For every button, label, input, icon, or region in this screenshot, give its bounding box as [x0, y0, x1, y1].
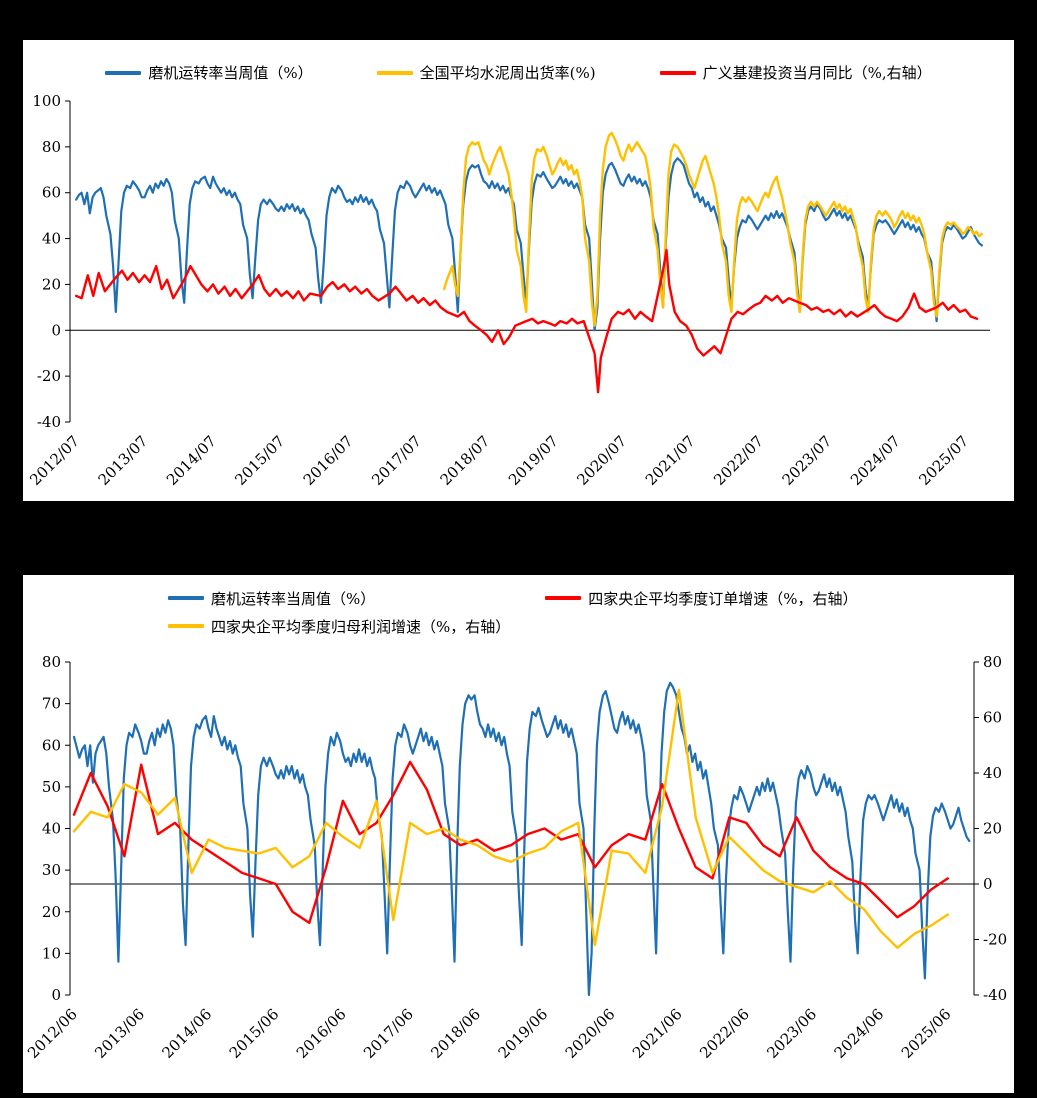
svg-text:2025/06: 2025/06 [898, 1005, 955, 1062]
yellow-line-swatch-icon [168, 624, 204, 628]
svg-text:10: 10 [42, 944, 61, 962]
legend-item-mill-rate-2: 磨机运转率当周值（%） [168, 588, 375, 609]
legend-row-1: 磨机运转率当周值（%） 四家央企平均季度订单增速（%，右轴） [23, 587, 1014, 609]
svg-text:60: 60 [42, 736, 61, 754]
svg-text:20: 20 [42, 903, 61, 921]
legend-item-profit-growth: 四家央企平均季度归母利润增速（%，右轴） [168, 616, 510, 637]
svg-text:-20: -20 [983, 931, 1007, 949]
svg-text:70: 70 [42, 695, 61, 713]
blue-line-swatch-icon [168, 596, 204, 600]
svg-text:80: 80 [983, 653, 1002, 671]
svg-text:80: 80 [42, 138, 61, 156]
svg-text:2015/07: 2015/07 [231, 432, 288, 489]
svg-text:-20: -20 [37, 367, 61, 385]
svg-text:2024/06: 2024/06 [831, 1005, 888, 1062]
svg-text:2018/06: 2018/06 [427, 1005, 484, 1062]
svg-text:2014/07: 2014/07 [163, 432, 220, 489]
svg-text:2025/07: 2025/07 [915, 432, 972, 489]
svg-text:2021/06: 2021/06 [629, 1005, 686, 1062]
svg-text:2019/06: 2019/06 [495, 1005, 552, 1062]
legend-label-cement-shipment: 全国平均水泥周出货率(%) [419, 64, 596, 82]
svg-text:30: 30 [42, 861, 61, 879]
svg-text:-40: -40 [983, 986, 1007, 1004]
legend-top: 磨机运转率当周值（%） 全国平均水泥周出货率(%) 广义基建投资当月同比（%,右… [23, 40, 1014, 85]
svg-text:2015/06: 2015/06 [226, 1005, 283, 1062]
svg-text:-40: -40 [37, 413, 61, 431]
svg-text:2016/07: 2016/07 [300, 432, 357, 489]
svg-text:2022/07: 2022/07 [710, 432, 767, 489]
red-line-swatch-icon [659, 70, 696, 75]
svg-text:2013/07: 2013/07 [95, 432, 152, 489]
svg-text:50: 50 [42, 778, 61, 796]
svg-text:2012/06: 2012/06 [24, 1005, 81, 1062]
svg-text:2023/06: 2023/06 [763, 1005, 820, 1062]
svg-text:2018/07: 2018/07 [437, 432, 494, 489]
legend-label-profit-growth: 四家央企平均季度归母利润增速（%，右轴） [211, 617, 511, 636]
svg-text:2023/07: 2023/07 [779, 432, 836, 489]
svg-text:2020/06: 2020/06 [562, 1005, 619, 1062]
legend-label-mill-rate-2: 磨机运转率当周值（%） [211, 589, 376, 608]
svg-text:80: 80 [42, 653, 61, 671]
svg-text:20: 20 [42, 275, 61, 293]
legend-label-mill-rate: 磨机运转率当周值（%） [148, 64, 313, 82]
svg-text:2016/06: 2016/06 [293, 1005, 350, 1062]
svg-text:2024/07: 2024/07 [847, 432, 904, 489]
chart-panel-top: 磨机运转率当周值（%） 全国平均水泥周出货率(%) 广义基建投资当月同比（%,右… [23, 40, 1014, 501]
chart-panel-bottom: 磨机运转率当周值（%） 四家央企平均季度订单增速（%，右轴） 四家央企平均季度归… [23, 575, 1014, 1093]
svg-text:2020/07: 2020/07 [573, 432, 630, 489]
legend-item-infra-investment: 广义基建投资当月同比（%,右轴） [659, 62, 932, 83]
svg-text:2012/07: 2012/07 [26, 432, 83, 489]
legend-item-mill-rate: 磨机运转率当周值（%） [105, 62, 313, 83]
svg-text:2017/07: 2017/07 [368, 432, 425, 489]
svg-text:2021/07: 2021/07 [642, 432, 699, 489]
svg-text:100: 100 [32, 92, 61, 110]
svg-text:2014/06: 2014/06 [158, 1005, 215, 1062]
red-line-swatch-icon [545, 596, 582, 600]
yellow-line-swatch-icon [376, 70, 413, 75]
svg-text:2019/07: 2019/07 [505, 432, 562, 489]
svg-text:40: 40 [42, 230, 61, 248]
svg-text:2017/06: 2017/06 [360, 1005, 417, 1062]
svg-text:0: 0 [51, 986, 61, 1004]
svg-text:0: 0 [983, 875, 993, 893]
legend-label-order-growth: 四家央企平均季度订单增速（%，右轴） [588, 589, 858, 608]
svg-text:2013/06: 2013/06 [91, 1005, 148, 1062]
svg-text:0: 0 [51, 321, 61, 339]
svg-text:60: 60 [42, 184, 61, 202]
legend-bottom: 磨机运转率当周值（%） 四家央企平均季度订单增速（%，右轴） 四家央企平均季度归… [23, 575, 1014, 637]
svg-text:40: 40 [42, 820, 61, 838]
svg-text:60: 60 [983, 709, 1002, 727]
legend-label-infra-investment: 广义基建投资当月同比（%,右轴） [702, 64, 932, 82]
svg-text:2022/06: 2022/06 [696, 1005, 753, 1062]
legend-row-2: 四家央企平均季度归母利润增速（%，右轴） [23, 615, 1014, 637]
svg-text:40: 40 [983, 764, 1002, 782]
legend-item-order-growth: 四家央企平均季度订单增速（%，右轴） [545, 588, 858, 609]
blue-line-swatch-icon [105, 70, 142, 75]
legend-item-cement-shipment: 全国平均水泥周出货率(%) [376, 62, 596, 83]
svg-text:20: 20 [983, 820, 1002, 838]
